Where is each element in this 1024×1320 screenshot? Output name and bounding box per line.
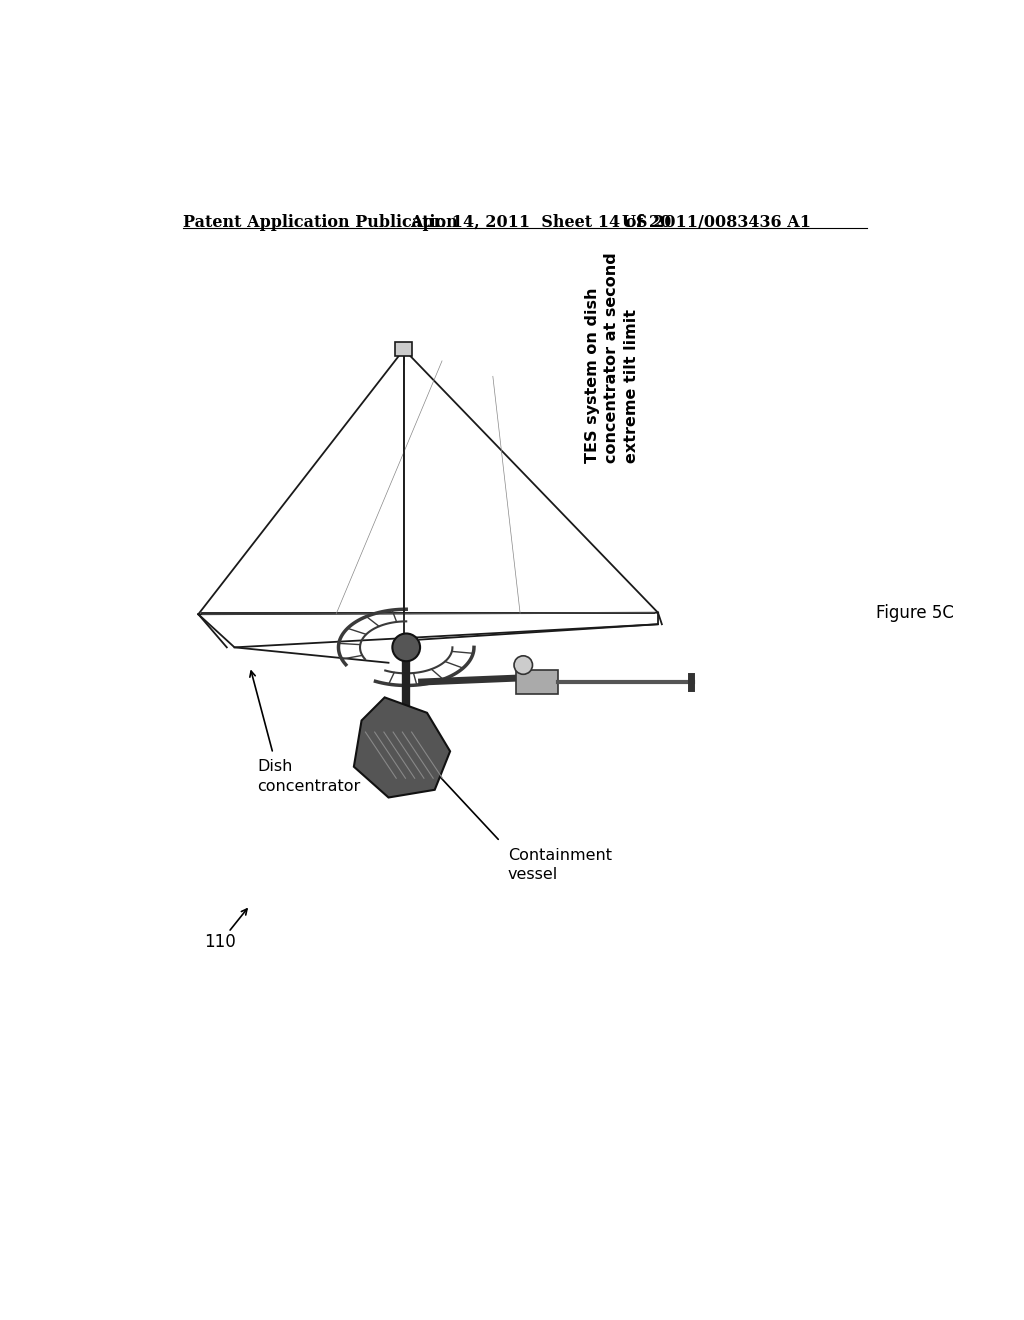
Circle shape <box>392 634 420 661</box>
Circle shape <box>514 656 532 675</box>
Bar <box>515 671 558 693</box>
Text: TES system on dish
concentrator at second
extreme tilt limit: TES system on dish concentrator at secon… <box>585 252 639 462</box>
Text: Figure 5C: Figure 5C <box>876 603 953 622</box>
Text: Containment
vessel: Containment vessel <box>508 847 612 882</box>
Text: Apr. 14, 2011  Sheet 14 of 20: Apr. 14, 2011 Sheet 14 of 20 <box>410 214 672 231</box>
Text: Dish
concentrator: Dish concentrator <box>258 759 360 793</box>
Text: Patent Application Publication: Patent Application Publication <box>183 214 458 231</box>
Bar <box>395 342 413 356</box>
Text: 110: 110 <box>204 933 236 952</box>
Text: US 2011/0083436 A1: US 2011/0083436 A1 <box>622 214 811 231</box>
Polygon shape <box>354 697 451 797</box>
